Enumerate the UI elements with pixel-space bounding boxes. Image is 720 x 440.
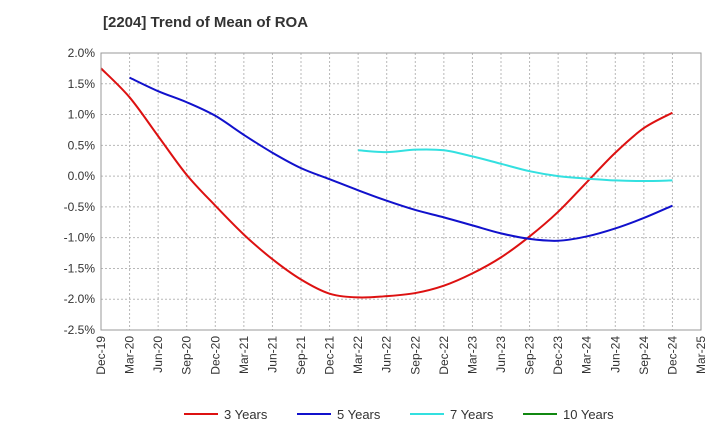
legend-label-3-years: 3 Years (224, 407, 268, 422)
x-tick-label: Dec-19 (94, 336, 108, 375)
y-tick-label: -2.0% (64, 292, 96, 306)
y-tick-label: 2.0% (68, 46, 96, 60)
series-line-3-years (100, 67, 673, 299)
x-tick-label: Sep-24 (637, 336, 651, 375)
y-tick-label: 1.0% (68, 108, 96, 122)
y-tick-label: 0.0% (68, 169, 96, 183)
x-tick-label: Jun-23 (494, 336, 508, 373)
x-tick-label: Mar-24 (580, 336, 594, 374)
x-tick-label: Sep-22 (408, 336, 422, 375)
series-lines (100, 67, 673, 299)
x-tick-label: Jun-20 (151, 336, 165, 373)
x-axis-ticks: Dec-19 Mar-20 Jun-20 Sep-20 Dec-20 Mar-21 Jun-… (94, 336, 708, 375)
x-tick-label: Dec-22 (437, 336, 451, 375)
legend: 3 Years 5 Years 7 Years 10 Years (184, 407, 614, 422)
plot-border (100, 52, 702, 331)
x-tick-label: Mar-21 (237, 336, 251, 374)
x-tick-label: Sep-23 (523, 336, 537, 375)
legend-label-7-years: 7 Years (450, 407, 494, 422)
y-tick-label: 0.5% (68, 138, 96, 152)
x-tick-label: Jun-21 (265, 336, 279, 373)
x-tick-label: Sep-21 (294, 336, 308, 375)
y-tick-label: -2.5% (64, 323, 96, 337)
x-tick-label: Jun-24 (608, 336, 622, 373)
y-tick-label: 1.5% (68, 77, 96, 91)
x-tick-label: Jun-22 (380, 336, 394, 373)
series-line-7-years (358, 148, 673, 183)
x-tick-label: Dec-20 (208, 336, 222, 375)
x-tick-label: Dec-24 (665, 336, 679, 375)
chart-title: [2204] Trend of Mean of ROA (103, 14, 309, 31)
y-axis-ticks: 2.0% 1.5% 1.0% 0.5% 0.0% -0.5% -1.0% -1.5% -2.0%… (64, 46, 96, 337)
series-line-5-years (129, 76, 673, 242)
x-tick-label: Mar-22 (351, 336, 365, 374)
x-tick-label: Dec-23 (551, 336, 565, 375)
x-tick-label: Sep-20 (180, 336, 194, 375)
x-tick-label: Mar-23 (465, 336, 479, 374)
x-tick-label: Dec-21 (323, 336, 337, 375)
y-tick-label: -0.5% (64, 200, 96, 214)
legend-label-10-years: 10 Years (563, 407, 614, 422)
plot-background (101, 53, 701, 330)
x-tick-label: Mar-25 (694, 336, 708, 374)
y-tick-label: -1.5% (64, 261, 96, 275)
x-tick-label: Mar-20 (123, 336, 137, 374)
y-tick-label: -1.0% (64, 231, 96, 245)
legend-label-5-years: 5 Years (337, 407, 381, 422)
